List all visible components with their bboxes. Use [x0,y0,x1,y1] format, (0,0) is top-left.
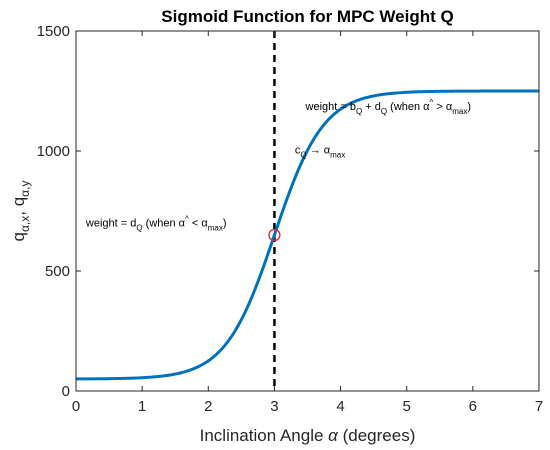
x-axis-label-prefix: Inclination Angle [200,426,329,445]
annotation-part: → α [307,144,331,156]
x-tick-label: 1 [138,398,146,415]
annotation-part: + d [362,101,381,113]
x-tick-label: 0 [72,398,80,415]
y-axis-label-sub-1: α,x [18,216,32,232]
annotation-part: weight = b [305,101,356,113]
midpoint-marker [268,228,281,242]
annotation-part: Q [300,150,306,159]
annotation-part: c [295,144,301,156]
annotation-1: weight = dQ (when α^ < αmax) [85,215,227,233]
annotation-part: ) [223,218,227,230]
y-tick-label: 1000 [37,143,70,160]
x-tick-label: 4 [336,398,344,415]
annotations: weight = dQ (when α^ < αmax)weight = bQ … [85,98,471,232]
x-axis-label-symbol: α [328,426,339,445]
sigmoid-curve [76,89,539,381]
y-axis-label: qα,x, qα,y [9,181,32,242]
x-tick-label: 3 [270,398,278,415]
annotation-3: cQ → αmax [295,144,345,159]
annotation-part: Q [356,107,362,116]
x-tick-label: 2 [204,398,212,415]
annotation-part: Q [381,107,387,116]
annotation-part: max [330,150,345,159]
annotation-part: > α [433,101,453,113]
annotation-part: weight = d [85,218,136,230]
annotation-part: ^ [185,215,189,224]
plot-frame [75,30,540,392]
y-axis-label-base-1: q [9,232,28,241]
annotation-part: < α [189,218,209,230]
annotation-part: (when α [387,101,430,113]
annotation-part: ) [467,101,471,113]
plot-area [76,31,539,391]
annotation-2: weight = bQ + dQ (when α^ > αmax) [305,98,471,116]
x-axis-label-suffix: (degrees) [338,426,415,445]
annotation-part: max [452,107,467,116]
chart-title: Sigmoid Function for MPC Weight Q [161,7,453,26]
x-tick-label: 7 [535,398,543,415]
x-tick-label: 6 [469,398,477,415]
x-tick-label: 5 [403,398,411,415]
y-axis-label-sep: , [9,206,28,215]
annotation-part: Q [136,224,142,233]
y-tick-label: 1500 [37,23,70,40]
y-axis-label-sub-2: α,y [18,181,32,197]
y-axis-label-base-2: q [9,197,28,206]
annotation-part: max [208,224,223,233]
y-tick-label: 0 [62,383,70,400]
axis-ticks: 0 1 2 3 4 5 6 7 0 500 1000 1500 [37,23,544,415]
annotation-part: (when α [143,218,186,230]
x-axis-label: Inclination Angle α (degrees) [200,426,416,445]
y-tick-label: 500 [45,263,70,280]
chart-marks [76,31,539,391]
annotation-part: ^ [430,98,434,107]
